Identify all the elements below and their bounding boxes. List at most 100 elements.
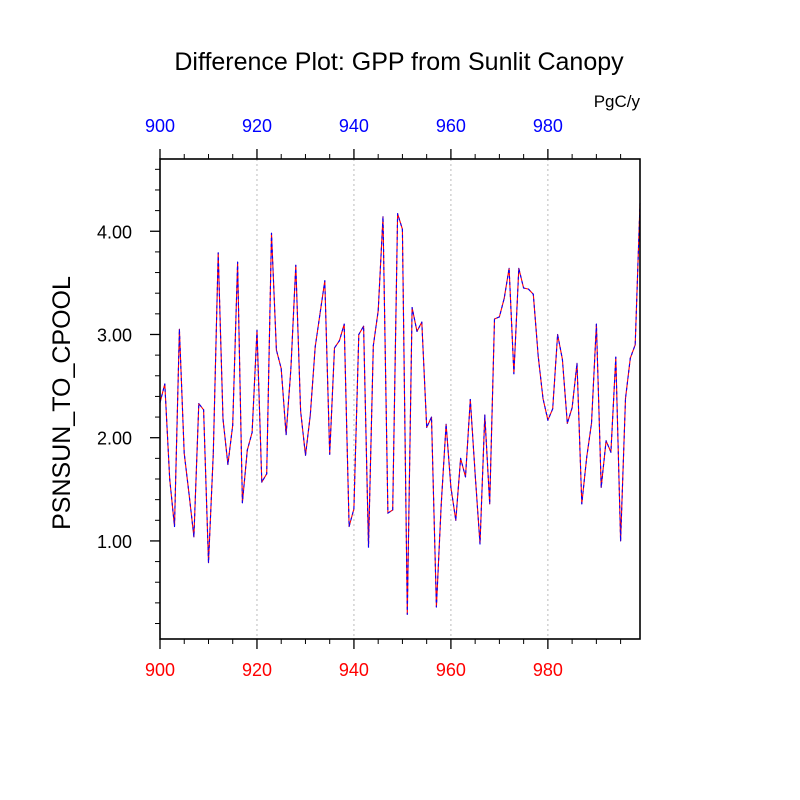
data-point xyxy=(353,508,355,510)
data-point xyxy=(435,606,437,608)
tick-labels: 900 900 920 920 940 940 960 960 980 980 1.00 2.00 3.… xyxy=(97,116,563,680)
data-point xyxy=(304,454,307,456)
data-point xyxy=(275,349,277,351)
data-point xyxy=(324,280,326,282)
grid-lines xyxy=(256,159,549,639)
data-point xyxy=(460,457,462,459)
data-point xyxy=(527,288,530,290)
data-point xyxy=(421,321,423,323)
data-point xyxy=(232,424,234,426)
data-point xyxy=(251,431,253,434)
data-point xyxy=(237,261,239,263)
x-tick-label-bottom: 940 xyxy=(339,660,369,680)
data-point xyxy=(552,408,554,410)
data-point xyxy=(469,398,471,401)
data-point xyxy=(537,355,539,357)
series-line-0 xyxy=(159,203,641,615)
data-point xyxy=(547,419,549,421)
data-point xyxy=(464,476,467,478)
x-tick-label-top: 960 xyxy=(436,116,466,136)
x-tick-label-top: 920 xyxy=(242,116,272,136)
x-tick-label-top: 980 xyxy=(533,116,563,136)
data-point xyxy=(397,213,399,215)
axis-ticks xyxy=(150,149,622,649)
data-point xyxy=(523,287,525,289)
chart-title: Difference Plot: GPP from Sunlit Canopy xyxy=(174,48,624,76)
series-line-dashed-0 xyxy=(159,203,641,615)
data-point xyxy=(426,426,428,428)
data-point xyxy=(532,293,534,295)
data-point xyxy=(295,264,297,266)
data-point xyxy=(333,347,336,349)
data-point xyxy=(430,416,433,418)
data-point xyxy=(416,330,418,332)
data-point xyxy=(586,456,588,458)
x-tick-label-bottom: 900 xyxy=(145,660,175,680)
data-point xyxy=(518,267,520,269)
data-point xyxy=(542,397,544,400)
data-point xyxy=(338,340,340,342)
data-point xyxy=(450,486,452,488)
data-point xyxy=(392,509,394,511)
data-point xyxy=(227,463,229,466)
data-point xyxy=(615,356,617,358)
y-tick-label: 3.00 xyxy=(97,325,132,345)
data-point xyxy=(561,358,564,360)
data-point xyxy=(484,414,486,416)
units-label: PgC/y xyxy=(594,92,641,111)
data-point xyxy=(222,418,224,420)
x-tick-label-top: 900 xyxy=(145,116,175,136)
data-point xyxy=(270,232,273,234)
data-point xyxy=(169,478,171,480)
data-point xyxy=(557,333,559,336)
y-tick-label: 4.00 xyxy=(97,222,132,242)
data-point xyxy=(314,346,316,348)
data-point xyxy=(387,512,389,514)
data-point xyxy=(377,310,379,312)
data-point xyxy=(256,329,258,331)
data-point xyxy=(343,323,345,325)
data-point xyxy=(576,362,578,364)
data-point xyxy=(489,503,491,505)
x-tick-label-top: 940 xyxy=(339,116,369,136)
data-point xyxy=(246,449,248,451)
data-point xyxy=(309,414,311,416)
data-point xyxy=(212,452,214,454)
data-point xyxy=(348,525,350,528)
data-point xyxy=(193,536,195,538)
plot-frame xyxy=(159,158,641,640)
data-point xyxy=(503,297,505,299)
x-tick-label-bottom: 960 xyxy=(436,660,466,680)
data-point xyxy=(329,453,331,455)
data-point xyxy=(188,493,190,496)
data-point xyxy=(513,373,515,375)
data-point xyxy=(300,410,302,412)
data-point xyxy=(382,216,384,218)
y-axis-label: PSNSUN_TO_CPOOL xyxy=(48,276,76,530)
data-point xyxy=(241,502,243,504)
data-point xyxy=(183,452,185,454)
data-point xyxy=(566,422,568,424)
x-tick-label-bottom: 920 xyxy=(242,660,272,680)
data-point xyxy=(455,519,457,521)
data-point xyxy=(600,486,602,488)
data-point xyxy=(372,345,374,347)
data-point xyxy=(285,434,287,436)
data-point xyxy=(280,367,282,370)
data-series xyxy=(159,202,641,615)
data-point xyxy=(363,325,365,327)
y-tick-label: 2.00 xyxy=(97,429,132,449)
data-point xyxy=(629,357,631,359)
data-point xyxy=(493,318,496,320)
data-point xyxy=(620,540,622,542)
x-tick-label-bottom: 980 xyxy=(533,660,563,680)
data-point xyxy=(319,313,321,315)
data-point xyxy=(508,267,510,269)
data-point xyxy=(474,474,476,476)
data-point xyxy=(358,333,360,336)
data-point xyxy=(498,316,500,318)
data-point xyxy=(605,440,607,442)
data-point xyxy=(595,323,598,325)
data-point xyxy=(445,423,447,425)
